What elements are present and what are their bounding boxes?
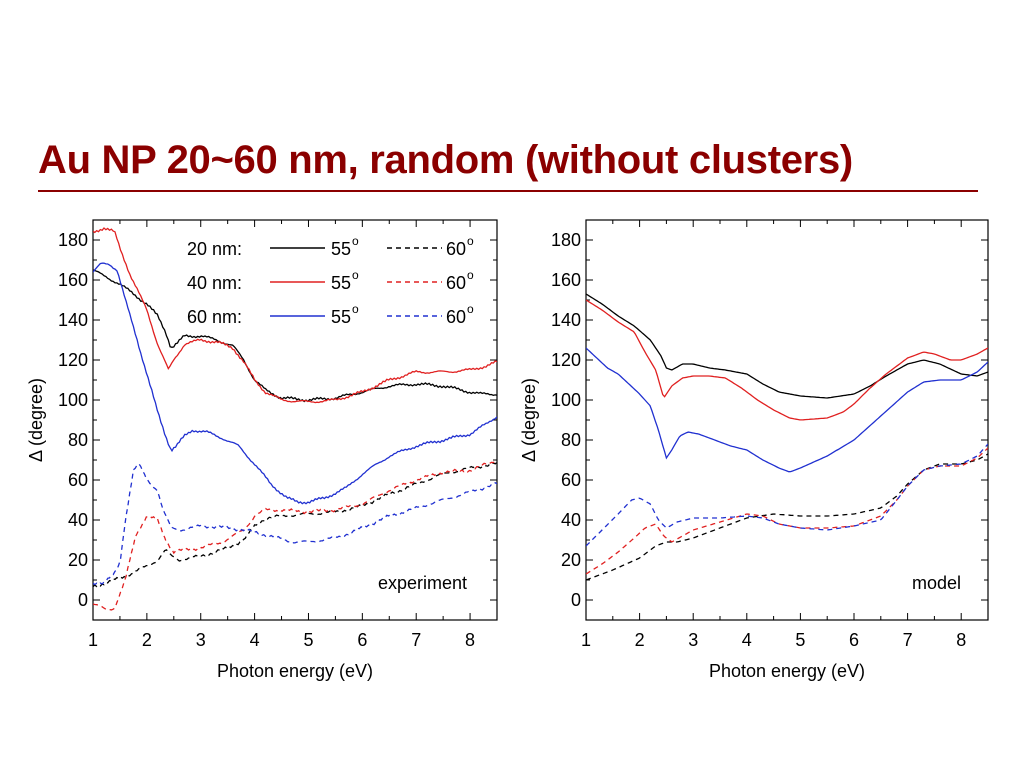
series-line-40nm-55deg [586,299,988,421]
y-tick-label: 180 [58,230,88,250]
y-tick-label: 40 [561,510,581,530]
x-tick-label: 1 [88,630,98,650]
x-tick-label: 2 [142,630,152,650]
x-tick-label: 1 [581,630,591,650]
series-line-20nm-55deg [93,269,497,403]
series-line-60nm-60deg [586,443,988,547]
series-line-40nm-60deg [586,447,988,575]
x-tick-label: 8 [956,630,966,650]
panel-tag: experiment [378,573,467,593]
legend-angle-55: 55 [331,273,351,293]
y-tick-label: 160 [551,270,581,290]
y-tick-label: 120 [551,350,581,370]
degree-sup: o [352,234,359,248]
plot-frame [92,219,498,621]
y-tick-label: 140 [58,310,88,330]
y-tick-label: 60 [68,470,88,490]
degree-sup: o [352,268,359,282]
degree-sup: o [467,234,474,248]
degree-sup: o [467,268,474,282]
degree-sup: o [352,302,359,316]
legend-angle-60: 60 [446,273,466,293]
series-line-20nm-55deg [586,293,988,399]
series-group [586,293,988,581]
y-tick-label: 80 [68,430,88,450]
legend-size-label: 60 nm: [187,307,242,327]
x-tick-label: 7 [411,630,421,650]
x-axis-label: Photon energy (eV) [217,661,373,681]
legend-size-label: 40 nm: [187,273,242,293]
x-tick-label: 4 [250,630,260,650]
y-tick-label: 20 [68,550,88,570]
slide-title: Au NP 20~60 nm, random (without clusters… [38,138,853,182]
title-underline [38,190,978,192]
series-line-20nm-60deg [93,461,497,588]
x-tick-label: 6 [357,630,367,650]
y-tick-label: 0 [571,590,581,610]
x-tick-label: 7 [903,630,913,650]
legend-angle-60: 60 [446,239,466,259]
x-tick-label: 5 [303,630,313,650]
degree-sup: o [467,302,474,316]
y-tick-label: 60 [561,470,581,490]
y-tick-label: 100 [551,390,581,410]
series-line-60nm-60deg [93,462,497,586]
x-tick-label: 8 [465,630,475,650]
legend-angle-55: 55 [331,307,351,327]
legend-size-label: 20 nm: [187,239,242,259]
x-tick-label: 3 [688,630,698,650]
x-tick-label: 6 [849,630,859,650]
y-axis-label: Δ (degree) [519,378,539,462]
y-tick-label: 160 [58,270,88,290]
plot-frame [585,219,989,621]
y-tick-label: 120 [58,350,88,370]
series-line-20nm-60deg [586,453,988,581]
x-tick-label: 4 [742,630,752,650]
x-tick-label: 3 [196,630,206,650]
y-tick-label: 0 [78,590,88,610]
y-tick-label: 140 [551,310,581,330]
legend: 20 nm: 55 o 60 o40 nm: 55 o 60 o60 nm: 55 o 60 o [187,234,474,327]
panel-tag: model [912,573,961,593]
series-group [93,227,497,611]
x-tick-label: 2 [635,630,645,650]
series-line-40nm-55deg [93,227,497,404]
series-line-60nm-55deg [93,262,497,505]
y-tick-label: 180 [551,230,581,250]
series-line-60nm-55deg [586,347,988,473]
y-tick-label: 20 [561,550,581,570]
legend-angle-60: 60 [446,307,466,327]
y-tick-label: 100 [58,390,88,410]
x-tick-label: 5 [795,630,805,650]
y-tick-label: 80 [561,430,581,450]
y-tick-label: 40 [68,510,88,530]
x-axis-label: Photon energy (eV) [709,661,865,681]
y-axis-label: Δ (degree) [26,378,46,462]
legend-angle-55: 55 [331,239,351,259]
